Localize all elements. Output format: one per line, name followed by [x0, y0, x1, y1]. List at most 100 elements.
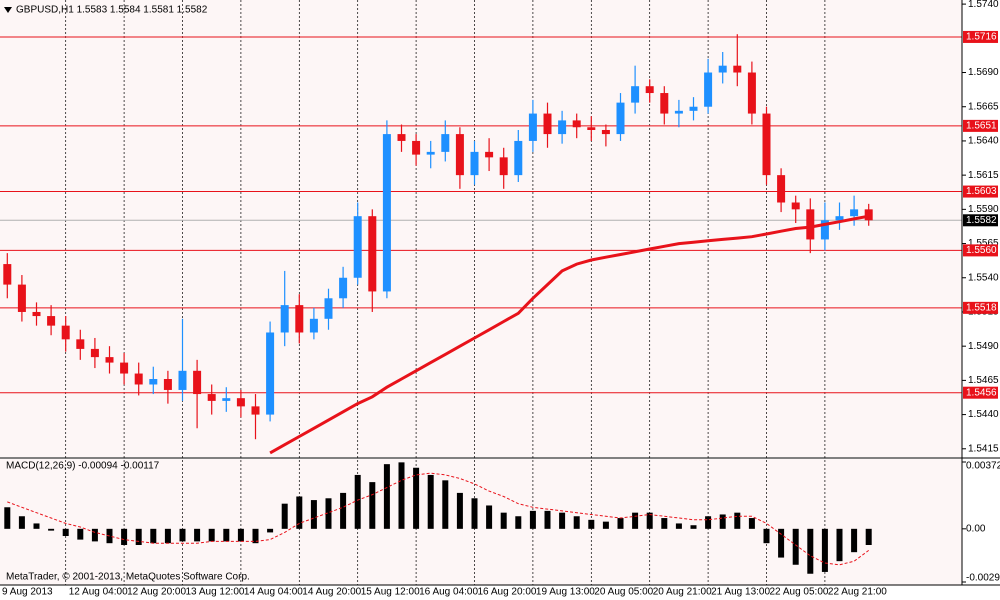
macd-bar: [734, 512, 741, 529]
y-tick-label: 1.5665: [968, 101, 999, 112]
macd-bar: [486, 505, 493, 529]
macd-bar: [281, 503, 288, 529]
candle-body: [207, 394, 216, 401]
macd-bar: [559, 512, 566, 529]
macd-bar: [632, 512, 639, 529]
level-label: 1.5456: [966, 387, 997, 398]
candle-body: [850, 209, 859, 217]
candle-body: [47, 316, 56, 326]
candle-body: [295, 305, 304, 333]
y-tick-label: -0.00296: [966, 573, 1000, 584]
macd-signal: [7, 472, 869, 566]
macd-bar: [33, 523, 40, 529]
candle-body: [514, 140, 523, 176]
candle-body: [353, 216, 362, 278]
x-tick-label: 14 Aug 04:00: [244, 587, 303, 598]
moving-average: [269, 214, 869, 455]
candle-body: [222, 398, 231, 401]
macd-bar: [748, 518, 755, 529]
candle-body: [777, 175, 786, 203]
x-tick-label: 12 Aug 04:00: [69, 587, 128, 598]
macd-bar: [398, 462, 405, 529]
candle-body: [718, 65, 727, 73]
macd-bar: [223, 528, 230, 542]
candle-body: [32, 311, 41, 317]
macd-bar: [588, 519, 595, 529]
macd-bar: [646, 512, 653, 529]
candle-body: [193, 370, 202, 395]
y-tick-label: 1.5490: [968, 341, 999, 352]
candle-body: [149, 379, 158, 385]
candle-body: [266, 332, 275, 415]
candle-body: [587, 127, 596, 130]
candle-body: [134, 373, 143, 385]
macd-bar: [675, 523, 682, 529]
candle-body: [660, 93, 669, 114]
level-label: 1.5603: [966, 186, 997, 197]
candle-body: [90, 348, 99, 358]
macd-bar: [690, 525, 697, 529]
macd-bar: [456, 492, 463, 529]
candle-body: [17, 284, 26, 312]
y-tick-label: 1.5415: [968, 443, 999, 454]
x-tick-label: 14 Aug 20:00: [302, 587, 361, 598]
candle-body: [601, 129, 610, 135]
macd-bar: [851, 528, 858, 553]
candle-body: [412, 140, 421, 155]
macd-bar: [821, 528, 828, 572]
macd-bar: [121, 528, 128, 545]
macd-bar: [18, 516, 25, 529]
level-tag: [963, 119, 998, 132]
candle-body: [455, 134, 464, 176]
footer: MetaTrader, © 2001-2013, MetaQuotes Soft…: [6, 572, 250, 583]
candle-body: [309, 318, 318, 333]
level-label: 1.5518: [966, 302, 997, 313]
macd-bar: [91, 528, 98, 542]
y-tick-label: 0.00372: [966, 461, 1000, 472]
chart-title: GBPUSD,H1 1.5583 1.5584 1.5581 1.5582: [16, 5, 208, 16]
macd-bar: [62, 528, 69, 537]
candle-body: [674, 110, 683, 114]
candle-body: [485, 151, 494, 158]
y-tick-label: 1.5565: [968, 238, 999, 249]
y-tick-label: 1.5640: [968, 136, 999, 147]
macd-bar: [383, 464, 390, 529]
candle-body: [120, 362, 129, 374]
macd-bar: [763, 528, 770, 544]
candle-body: [470, 151, 479, 176]
candle-body: [791, 202, 800, 210]
y-tick-label: 1.5615: [968, 170, 999, 181]
y-tick-label: 1.5540: [968, 272, 999, 283]
macd-bar: [310, 500, 317, 529]
candle-body: [499, 157, 508, 176]
candle-body: [251, 406, 260, 415]
level-tag: [963, 30, 998, 43]
macd-bar: [807, 528, 814, 574]
level-tag: [963, 386, 998, 399]
candle-body: [645, 86, 654, 94]
macd-bar: [296, 496, 303, 529]
candle-body: [616, 102, 625, 135]
level-label: 1.5651: [966, 121, 997, 132]
macd-bar: [252, 528, 259, 544]
level-tag: [963, 185, 998, 198]
macd-bar: [836, 528, 843, 562]
candle-body: [543, 113, 552, 135]
macd-bar: [792, 528, 799, 565]
y-tick-label: 1.5590: [968, 204, 999, 215]
macd-bar: [661, 518, 668, 529]
macd-bar: [529, 510, 536, 529]
x-tick-label: 12 Aug 20:00: [127, 587, 186, 598]
x-tick-label: 13 Aug 12:00: [186, 587, 245, 598]
macd-bar: [77, 528, 84, 540]
macd-bar: [237, 528, 244, 542]
x-tick-label: 22 Aug 05:00: [770, 587, 829, 598]
menu-icon[interactable]: [4, 7, 12, 13]
candle-body: [426, 151, 435, 155]
x-tick-label: 9 Aug 2013: [2, 587, 53, 598]
macd-bar: [471, 498, 478, 529]
last-price-tag: [963, 214, 998, 227]
macd-bar: [865, 528, 872, 545]
macd-bar: [442, 480, 449, 529]
x-tick-label: 20 Aug 05:00: [594, 587, 653, 598]
